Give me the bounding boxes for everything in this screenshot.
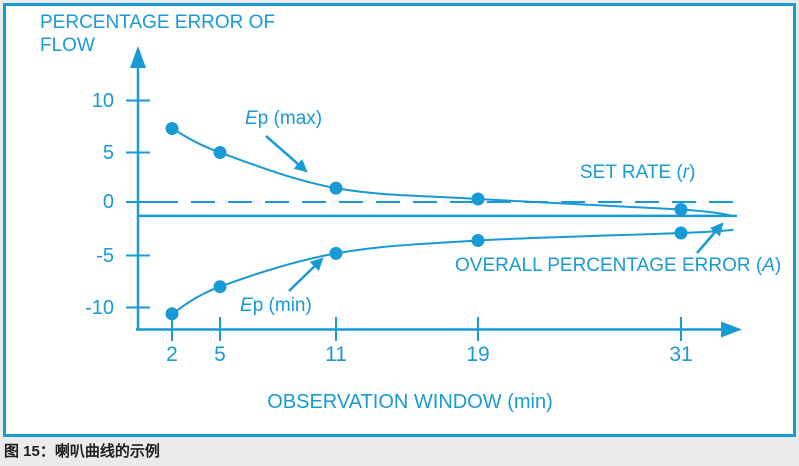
x-tick-label-11: 11: [325, 343, 347, 366]
ep-min-arrow: [288, 257, 324, 292]
overall-error-label: OVERALL PERCENTAGE ERROR (A): [455, 255, 781, 277]
figure-caption: 图 15：喇叭曲线的示例: [4, 443, 160, 460]
ep-min-point: [471, 234, 485, 248]
set-rate-label-italic: r: [682, 162, 690, 183]
set-rate-label-pre: SET RATE (: [580, 162, 683, 183]
ep-max-label-rest: p (max): [257, 108, 323, 129]
ep-max-label: Ep (max): [245, 108, 322, 130]
ep-max-label-italic: E: [245, 108, 258, 129]
y-axis-title-line2: FLOW: [40, 35, 95, 56]
figure-box: [3, 3, 796, 437]
ep-min-label: Ep (min): [240, 295, 312, 317]
caption-strip: 图 15：喇叭曲线的示例: [0, 437, 799, 466]
ep-max-point: [213, 146, 227, 159]
y-axis-title-line1: PERCENTAGE ERROR OF: [40, 12, 276, 33]
overall-error-label-post: ): [774, 255, 782, 276]
set-rate-label: SET RATE (r): [580, 162, 695, 184]
y-tick-label-0: 0: [102, 191, 114, 213]
y-tick-label-5: 5: [102, 141, 114, 164]
overall-error-label-pre: OVERALL PERCENTAGE ERROR (: [455, 255, 763, 276]
x-tick-label-19: 19: [466, 343, 490, 366]
ep-max-point: [674, 202, 688, 216]
x-tick-label-31: 31: [669, 343, 693, 366]
y-axis-arrowhead: [130, 46, 146, 68]
ep-min-point: [165, 307, 179, 321]
set-rate-label-post: ): [689, 162, 696, 183]
ep-min-label-italic: E: [240, 295, 253, 316]
ep-max-point: [471, 192, 485, 206]
ep-min-point: [674, 226, 688, 240]
x-axis-title: OBSERVATION WINDOW (min): [267, 391, 553, 413]
y-axis-title: PERCENTAGE ERROR OF FLOW: [40, 11, 275, 57]
ep-min-point: [329, 246, 343, 260]
overall-error-arrow: [696, 222, 724, 254]
y-tick-label-10: 10: [91, 89, 114, 112]
y-tick-label--5: -5: [96, 244, 114, 267]
x-tick-label-5: 5: [214, 343, 226, 366]
ep-min-point: [213, 280, 227, 294]
ep-max-point: [165, 122, 179, 136]
y-tick-label--10: -10: [85, 296, 114, 319]
ep-max-point: [329, 181, 343, 195]
x-tick-label-2: 2: [166, 343, 178, 366]
ep-max-arrow: [265, 135, 308, 173]
ep-min-label-rest: p (min): [252, 295, 312, 316]
x-axis-arrowhead: [721, 321, 742, 338]
overall-error-label-italic: A: [762, 255, 775, 276]
